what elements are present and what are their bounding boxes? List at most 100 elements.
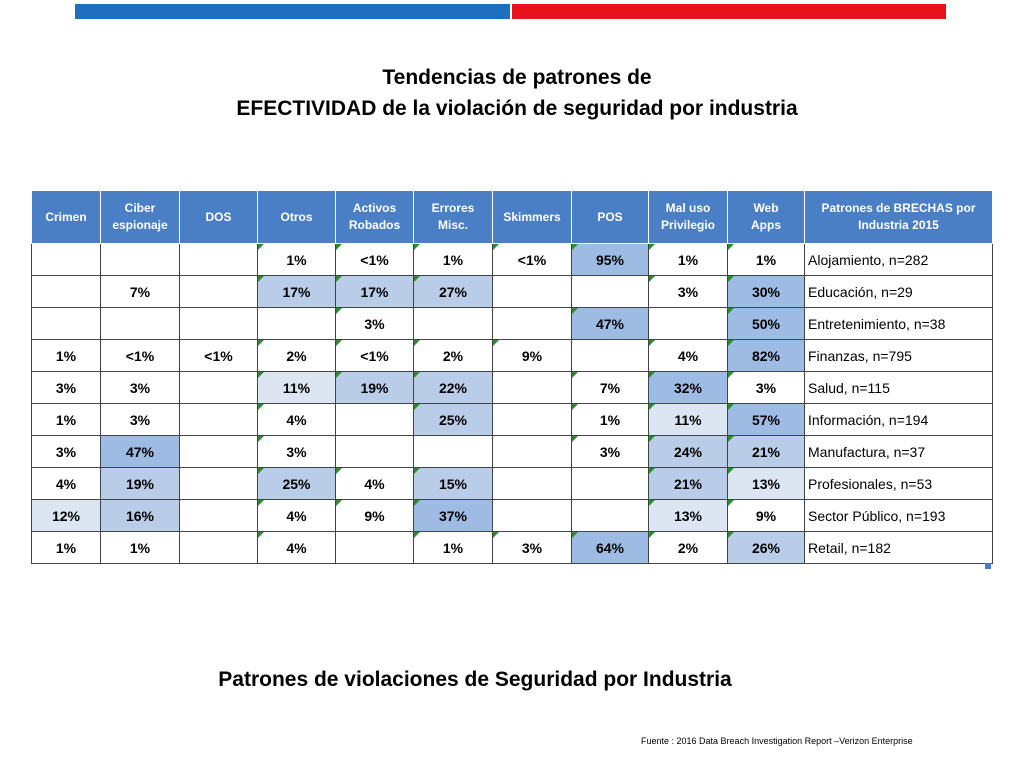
- column-header-line: Web: [753, 201, 779, 215]
- column-header: Crimen: [31, 190, 101, 244]
- percent-cell: [257, 307, 336, 340]
- column-header-line: Privilegio: [660, 218, 716, 232]
- percent-cell: [179, 499, 258, 532]
- source-note: Fuente : 2016 Data Breach Investigation …: [641, 736, 913, 746]
- percent-cell: 32%: [648, 371, 728, 404]
- column-header: Patrones de BRECHAS por Industria 2015: [804, 190, 993, 244]
- percent-cell: 22%: [413, 371, 493, 404]
- percent-cell: [571, 467, 649, 500]
- percent-cell: 13%: [648, 499, 728, 532]
- industry-label: Salud, n=115: [804, 371, 993, 404]
- percent-cell: 2%: [413, 339, 493, 372]
- percent-cell: 9%: [335, 499, 414, 532]
- percent-cell: [179, 467, 258, 500]
- percent-cell: 13%: [727, 467, 805, 500]
- percent-cell: [648, 307, 728, 340]
- industry-label: Finanzas, n=795: [804, 339, 993, 372]
- percent-cell: 2%: [648, 531, 728, 564]
- percent-cell: [413, 435, 493, 468]
- percent-cell: 3%: [100, 403, 180, 436]
- percent-cell: 27%: [413, 275, 493, 308]
- column-header: Web Apps: [727, 190, 805, 244]
- percent-cell: 3%: [335, 307, 414, 340]
- percent-cell: [179, 371, 258, 404]
- percent-cell: 2%: [257, 339, 336, 372]
- column-header-line: Ciber: [124, 201, 156, 215]
- percent-cell: [492, 403, 572, 436]
- column-header: Ciber espionaje: [100, 190, 180, 244]
- column-header-line: Otros: [280, 209, 313, 224]
- table-resize-handle: [985, 563, 991, 569]
- table-row: 1% 3% 4% 25% 1% 11% 57% Información, n=194: [31, 403, 993, 436]
- column-header-line: Patrones de BRECHAS por: [821, 201, 976, 215]
- table-row: 1% <1% <1% 2% <1% 2% 9% 4% 82% Finanzas, n=795: [31, 339, 993, 372]
- column-header-line: Apps: [751, 218, 781, 232]
- percent-cell: 4%: [335, 467, 414, 500]
- percent-cell: [31, 243, 101, 276]
- percent-cell: 3%: [257, 435, 336, 468]
- industry-label: Educación, n=29: [804, 275, 993, 308]
- percent-cell: 4%: [648, 339, 728, 372]
- percent-cell: [335, 531, 414, 564]
- table-row: 3% 47% 3% 3% 24% 21% Manufactura, n=37: [31, 435, 993, 468]
- percent-cell: [335, 403, 414, 436]
- percent-cell: <1%: [492, 243, 572, 276]
- percent-cell: 9%: [727, 499, 805, 532]
- percent-cell: 4%: [257, 403, 336, 436]
- percent-cell: [492, 307, 572, 340]
- percent-cell: [571, 339, 649, 372]
- percent-cell: [179, 243, 258, 276]
- table-header-row: Crimen Ciber espionaje DOS Otros Activos Robad…: [31, 190, 993, 244]
- percent-cell: [571, 499, 649, 532]
- percent-cell: 16%: [100, 499, 180, 532]
- percent-cell: [492, 435, 572, 468]
- percent-cell: [179, 531, 258, 564]
- industry-label: Alojamiento, n=282: [804, 243, 993, 276]
- percent-cell: [179, 435, 258, 468]
- table-row: 4% 19% 25% 4% 15% 21% 13% Profesionales, n=53: [31, 467, 993, 500]
- slide-subtitle: Patrones de violaciones de Seguridad por…: [218, 668, 732, 691]
- percent-cell: 19%: [335, 371, 414, 404]
- percent-cell: 17%: [335, 275, 414, 308]
- percent-cell: <1%: [100, 339, 180, 372]
- percent-cell: 21%: [648, 467, 728, 500]
- column-header: Mal uso Privilegio: [648, 190, 728, 244]
- percent-cell: [335, 435, 414, 468]
- table-row: 1% <1% 1% <1% 95% 1% 1% Alojamiento, n=282: [31, 243, 993, 276]
- percent-cell: 37%: [413, 499, 493, 532]
- column-header-line: DOS: [205, 209, 232, 224]
- percent-cell: [179, 307, 258, 340]
- percent-cell: 25%: [413, 403, 493, 436]
- column-header: Otros: [257, 190, 336, 244]
- percent-cell: 1%: [31, 403, 101, 436]
- percent-cell: 15%: [413, 467, 493, 500]
- percent-cell: 30%: [727, 275, 805, 308]
- industry-label: Manufactura, n=37: [804, 435, 993, 468]
- table-row: 12% 16% 4% 9% 37% 13% 9% Sector Público, n=193: [31, 499, 993, 532]
- table-row: 7% 17% 17% 27% 3% 30% Educación, n=29: [31, 275, 993, 308]
- percent-cell: 11%: [648, 403, 728, 436]
- table-row: 3% 3% 11% 19% 22% 7% 32% 3% Salud, n=115: [31, 371, 993, 404]
- industry-label: Entretenimiento, n=38: [804, 307, 993, 340]
- percent-cell: 47%: [100, 435, 180, 468]
- percent-cell: 95%: [571, 243, 649, 276]
- percent-cell: 3%: [492, 531, 572, 564]
- column-header: POS: [571, 190, 649, 244]
- percent-cell: 3%: [727, 371, 805, 404]
- percent-cell: 25%: [257, 467, 336, 500]
- percent-cell: 50%: [727, 307, 805, 340]
- column-header-line: espionaje: [112, 218, 168, 232]
- percent-cell: 26%: [727, 531, 805, 564]
- industry-label: Profesionales, n=53: [804, 467, 993, 500]
- column-header-line: Misc.: [437, 218, 468, 232]
- column-header-line: Errores: [431, 201, 475, 215]
- percent-cell: [571, 275, 649, 308]
- industry-label: Información, n=194: [804, 403, 993, 436]
- percent-cell: 3%: [100, 371, 180, 404]
- percent-cell: [179, 275, 258, 308]
- percent-cell: [413, 307, 493, 340]
- percent-cell: 1%: [31, 339, 101, 372]
- percent-cell: 4%: [257, 499, 336, 532]
- percent-cell: [179, 403, 258, 436]
- percent-cell: 1%: [100, 531, 180, 564]
